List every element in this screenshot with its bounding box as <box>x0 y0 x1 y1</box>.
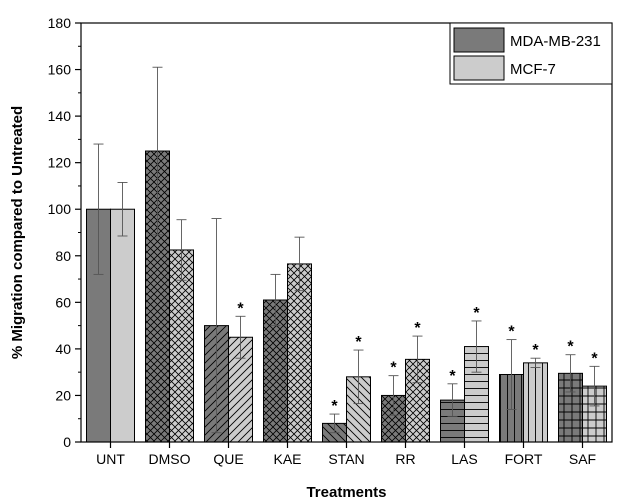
y-tick-label: 140 <box>48 108 72 124</box>
y-axis: 0 20 40 60 80 100 120 140 160 180 <box>48 15 81 450</box>
x-tick-label-las: LAS <box>451 451 477 467</box>
significance-star-mcf-7-que: * <box>237 300 244 317</box>
significance-star-mda-mb-231-fort: * <box>508 324 515 341</box>
x-tick-label-stan: STAN <box>328 451 364 467</box>
significance-star-mcf-7-rr: * <box>414 320 421 337</box>
x-axis: UNT DMSO QUE KAE STAN RR LAS FORT SAF <box>96 442 596 467</box>
x-tick-label-dmso: DMSO <box>149 451 191 467</box>
y-tick-label: 160 <box>48 62 72 78</box>
legend-swatch-mcf-7 <box>453 55 505 81</box>
legend-swatch-mda-mb-231 <box>453 27 505 53</box>
significance-star-mcf-7-stan: * <box>355 334 362 351</box>
bars-layer <box>86 150 607 443</box>
y-axis-label: % Migration compared to Untreated <box>9 106 26 359</box>
bar-pattern-mcf-7-kae <box>287 263 312 442</box>
y-tick-label: 80 <box>55 248 71 264</box>
significance-star-mcf-7-fort: * <box>532 342 539 359</box>
significance-markers-layer: * * * * * * * * * * * <box>237 300 598 415</box>
significance-star-mcf-7-las: * <box>473 305 480 322</box>
significance-star-mda-mb-231-rr: * <box>390 360 397 377</box>
x-tick-label-que: QUE <box>213 451 243 467</box>
y-tick-label: 100 <box>48 201 72 217</box>
bar-pattern-mcf-7-fort <box>523 362 548 442</box>
legend-label-mcf-7: MCF-7 <box>510 61 556 78</box>
x-tick-label-saf: SAF <box>569 451 596 467</box>
x-tick-label-rr: RR <box>395 451 415 467</box>
bar-pattern-mcf-7-dmso <box>169 249 194 442</box>
significance-star-mda-mb-231-las: * <box>449 368 456 385</box>
bar-mcf-7-unt <box>110 209 135 442</box>
x-tick-label-kae: KAE <box>273 451 301 467</box>
y-tick-label: 180 <box>48 15 72 31</box>
y-tick-label: 60 <box>55 294 71 310</box>
y-tick-label: 0 <box>63 434 71 450</box>
legend: MDA-MB-231 MCF-7 <box>449 22 613 85</box>
error-bars-layer <box>93 66 600 434</box>
y-tick-label: 20 <box>55 387 71 403</box>
x-tick-label-unt: UNT <box>96 451 125 467</box>
x-axis-label: Treatments <box>306 484 386 501</box>
legend-label-mda-mb-231: MDA-MB-231 <box>510 33 601 50</box>
y-tick-label: 40 <box>55 341 71 357</box>
x-tick-label-fort: FORT <box>505 451 543 467</box>
significance-star-mda-mb-231-saf: * <box>567 339 574 356</box>
y-tick-label: 120 <box>48 155 72 171</box>
significance-star-mda-mb-231-stan: * <box>331 398 338 415</box>
significance-star-mcf-7-saf: * <box>591 350 598 367</box>
